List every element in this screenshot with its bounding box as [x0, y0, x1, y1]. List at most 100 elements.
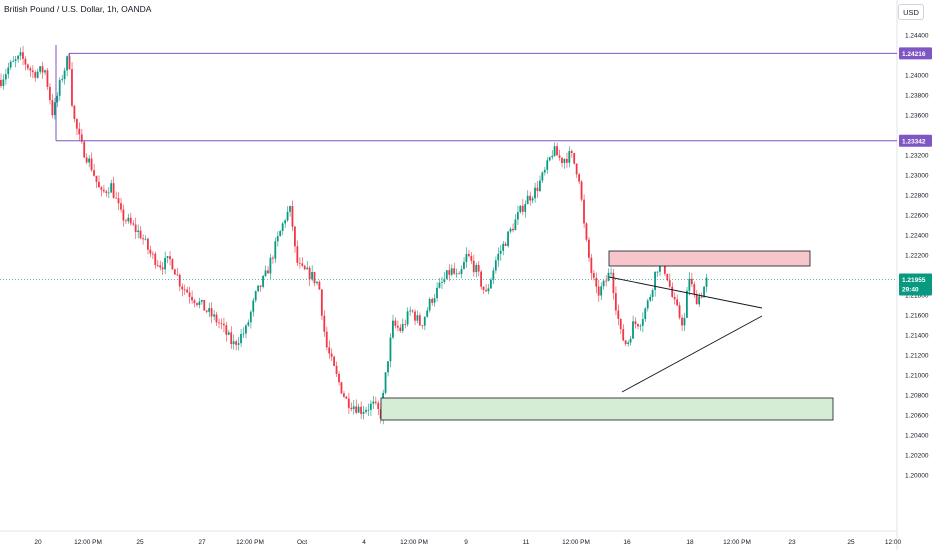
- candle-body: [230, 332, 233, 345]
- candle: [178, 273, 181, 292]
- candle-body: [218, 322, 220, 324]
- candle: [93, 163, 95, 177]
- candle: [343, 390, 345, 399]
- candle-body: [320, 289, 323, 316]
- drawings-layer: [0, 45, 897, 421]
- candle: [68, 53, 71, 71]
- candle: [365, 406, 367, 415]
- candle-body: [651, 290, 654, 297]
- candle-body: [200, 299, 203, 302]
- candle: [509, 227, 512, 234]
- currency-button[interactable]: USD: [898, 4, 924, 20]
- candle: [117, 192, 120, 211]
- candle-body: [502, 243, 505, 251]
- price-axis[interactable]: 1.24400 1.24000 1.23800 1.23600 1.23200 1.230…: [905, 33, 929, 480]
- candle: [333, 355, 335, 367]
- y-tick-label: 1.21000: [905, 373, 929, 380]
- candle-body: [387, 361, 389, 373]
- candle: [514, 214, 517, 231]
- candle: [205, 309, 208, 314]
- candle-body: [208, 308, 211, 312]
- candle: [428, 297, 431, 313]
- y-tick-label: 1.21400: [905, 333, 929, 340]
- candle-body: [102, 189, 105, 192]
- candle-body: [521, 205, 524, 212]
- candle: [607, 268, 610, 282]
- candle-body: [122, 209, 125, 221]
- candle: [556, 142, 558, 156]
- candle: [210, 302, 213, 324]
- candle: [271, 255, 274, 264]
- candle-body: [137, 230, 139, 233]
- candle-body: [313, 272, 316, 284]
- x-tick-label: 12:00 PM: [74, 539, 102, 546]
- candle: [208, 302, 211, 318]
- candle: [367, 403, 370, 417]
- x-tick-label: 25: [847, 539, 855, 546]
- candle-body: [144, 238, 147, 240]
- candle-body: [568, 151, 571, 163]
- candle-body: [377, 402, 380, 410]
- candle: [166, 256, 169, 264]
- candle: [377, 400, 380, 416]
- candle: [14, 55, 17, 68]
- candle-body: [83, 141, 86, 158]
- candle-body: [63, 70, 66, 80]
- candle-body: [44, 70, 46, 73]
- candle: [330, 348, 333, 361]
- time-axis[interactable]: 20 12:00 PM 25 27 12:00 PM Oct 4 12:00 PM 9 11 12:…: [34, 539, 901, 546]
- x-tick-label: 25: [136, 539, 144, 546]
- candle: [66, 55, 68, 77]
- candle-body: [88, 158, 90, 163]
- candle: [521, 198, 524, 216]
- candle: [98, 175, 100, 188]
- candle: [575, 163, 578, 178]
- candle: [83, 140, 86, 159]
- candle-body: [428, 299, 431, 311]
- candle: [592, 270, 595, 281]
- candle: [490, 277, 492, 289]
- candle: [565, 152, 568, 168]
- candle-body: [441, 282, 443, 283]
- candle: [597, 279, 600, 303]
- candle-body: [541, 172, 544, 181]
- candle-body: [553, 146, 556, 156]
- candle: [443, 272, 446, 285]
- candle-body: [127, 217, 130, 222]
- candle-body: [75, 119, 78, 129]
- candle-body: [693, 284, 696, 295]
- candle: [78, 122, 81, 141]
- candle-body: [352, 406, 355, 410]
- candle: [438, 277, 441, 289]
- candle: [262, 274, 264, 289]
- candle-body: [668, 280, 671, 287]
- candle: [183, 284, 186, 296]
- candle-body: [477, 265, 480, 272]
- candle-body: [316, 281, 318, 284]
- candle-body: [29, 68, 32, 71]
- candle: [63, 67, 66, 85]
- candle-body: [639, 325, 642, 327]
- candle: [512, 223, 514, 233]
- candle-body: [274, 241, 277, 259]
- candle: [49, 83, 51, 105]
- candle: [693, 281, 696, 298]
- candle-body: [414, 311, 416, 321]
- candle-body: [673, 296, 676, 300]
- candle: [347, 392, 350, 415]
- candle-body: [56, 95, 59, 103]
- candle-body: [215, 314, 218, 323]
- y-tick-label: 1.23000: [905, 173, 929, 180]
- candle: [200, 299, 203, 305]
- candle-body: [254, 291, 257, 301]
- candle: [308, 265, 311, 287]
- candle: [188, 286, 191, 304]
- candle-body: [480, 271, 482, 287]
- candle-body: [154, 253, 157, 266]
- candle-body: [49, 86, 51, 101]
- resistance-zone: [608, 250, 811, 267]
- candle-body: [36, 71, 39, 78]
- candle: [147, 237, 149, 255]
- y-tick-label: 1.21200: [905, 353, 929, 360]
